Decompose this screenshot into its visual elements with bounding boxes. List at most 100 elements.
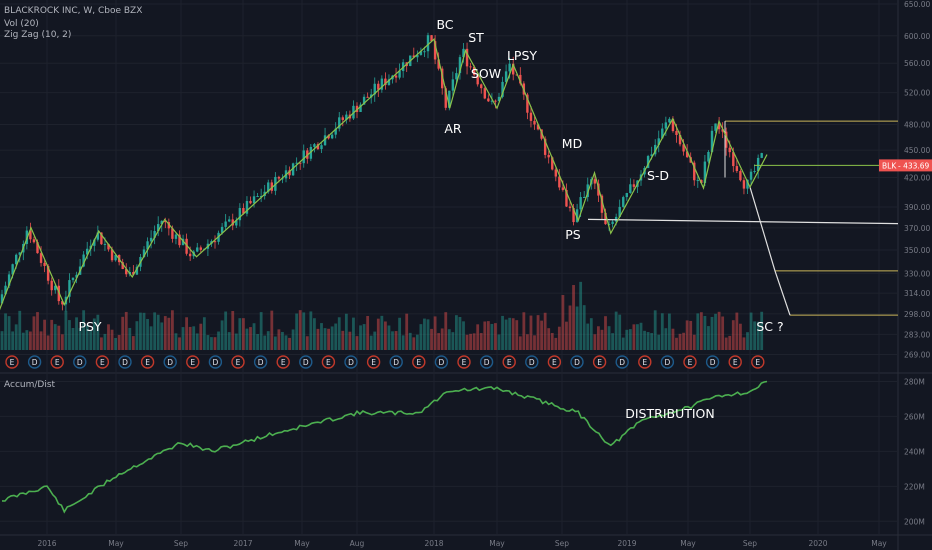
volume-bar xyxy=(650,333,654,350)
volume-bar xyxy=(444,312,448,350)
accum-dist-title[interactable]: Accum/Dist xyxy=(4,380,56,390)
volume-bar xyxy=(146,319,149,350)
volume-bar xyxy=(486,321,490,350)
candle-body xyxy=(739,171,742,181)
volume-bar xyxy=(149,326,153,350)
event-marker-letter: D xyxy=(258,358,264,367)
volume-bar xyxy=(614,311,618,350)
candle-body xyxy=(93,239,96,246)
event-marker xyxy=(728,355,742,369)
time-tick-label: 2020 xyxy=(808,539,827,548)
event-marker xyxy=(276,355,290,369)
candle-body xyxy=(714,123,717,131)
candle-body xyxy=(654,144,657,155)
chart-background xyxy=(0,0,898,550)
candle-body xyxy=(501,81,504,97)
event-marker-letter: D xyxy=(574,358,580,367)
volume-bar xyxy=(305,336,309,350)
candle-body xyxy=(554,169,557,177)
candle-body xyxy=(338,117,341,129)
volume-bar xyxy=(600,329,604,350)
candle-body xyxy=(426,35,430,52)
candle-body xyxy=(288,170,291,176)
volume-bar xyxy=(526,334,529,350)
event-marker-letter: D xyxy=(439,358,445,367)
volume-bar xyxy=(604,316,607,350)
volume-bar xyxy=(540,320,543,350)
volume-bar xyxy=(78,327,82,350)
volume-bar xyxy=(391,331,394,350)
price-tick-label: 370.00 xyxy=(904,224,930,233)
volume-indicator-label[interactable]: Vol (20) xyxy=(4,19,39,29)
projection-line xyxy=(749,186,791,316)
candle-body xyxy=(416,54,419,58)
event-marker-letter: D xyxy=(303,358,309,367)
event-marker-letter: D xyxy=(213,358,219,367)
annotation-label: MD xyxy=(562,136,582,151)
candle-body xyxy=(75,274,78,278)
price-axis[interactable]: 650.00 600.00 560.00 520.00 480.00 450.00 420.… xyxy=(879,0,932,526)
volume-bar xyxy=(29,331,32,350)
event-marker xyxy=(389,355,403,369)
volume-bar xyxy=(85,324,89,350)
event-marker-letter: E xyxy=(462,358,467,367)
event-marker-letter: D xyxy=(122,358,128,367)
volume-bar xyxy=(266,331,270,350)
volume-bar xyxy=(188,326,192,350)
candle-body xyxy=(121,262,124,270)
candle-body xyxy=(277,176,281,179)
candle-body xyxy=(373,83,376,95)
volume-bar xyxy=(494,323,497,350)
candle-body xyxy=(575,209,579,223)
candle-body xyxy=(291,163,295,176)
volume-bar xyxy=(11,331,15,350)
volume-bar xyxy=(366,315,370,350)
volume-bar xyxy=(25,330,29,350)
candle-body xyxy=(728,147,731,153)
event-marker-letter: E xyxy=(642,358,647,367)
candle-body xyxy=(646,156,650,168)
volume-bar xyxy=(739,323,742,350)
candle-body xyxy=(394,75,398,78)
candle-body xyxy=(359,104,362,113)
candle-body xyxy=(299,162,302,164)
candle-body xyxy=(441,68,444,89)
annotation-label: ST xyxy=(468,30,484,45)
volume-bar xyxy=(139,312,142,350)
event-marker-letter: E xyxy=(688,358,693,367)
candle-body xyxy=(313,144,316,147)
ad-tick-label: 200M xyxy=(904,517,925,526)
candle-body xyxy=(157,224,160,232)
candle-body xyxy=(756,157,760,171)
volume-bar xyxy=(270,310,274,350)
candle-body xyxy=(29,230,32,240)
candle-body xyxy=(600,195,604,213)
candle-body xyxy=(334,128,337,135)
price-tick-label: 560.00 xyxy=(904,59,930,68)
event-marker xyxy=(95,355,110,369)
ad-tick-label: 280M xyxy=(904,377,925,386)
candle-body xyxy=(345,114,348,120)
annotations: PSY BC ST AR SOW LPSY MD PS S-D SC ? xyxy=(78,17,783,334)
volume-bar xyxy=(369,335,373,350)
volume-bar xyxy=(46,335,50,350)
volume-bar xyxy=(277,329,281,350)
candle-body xyxy=(710,130,714,152)
annotation-label: SOW xyxy=(471,66,501,81)
candle-body xyxy=(494,100,497,102)
candle-body xyxy=(249,200,252,204)
volume-bar xyxy=(547,328,551,350)
event-marker xyxy=(547,355,562,369)
candle-body xyxy=(181,238,185,246)
volume-bar xyxy=(327,328,330,350)
zigzag-indicator-label[interactable]: Zig Zag (10, 2) xyxy=(4,30,72,40)
candle-body xyxy=(717,123,721,130)
volume-bar xyxy=(238,318,242,350)
price-tick-label: 480.00 xyxy=(904,120,930,129)
volume-bar xyxy=(728,335,732,350)
time-axis[interactable]: 2016 May Sep 2017 May Aug 2018 May Sep 2019 May Sep… xyxy=(37,539,887,548)
candle-body xyxy=(664,122,668,129)
volume-bar xyxy=(518,336,522,350)
event-marker xyxy=(73,355,87,369)
